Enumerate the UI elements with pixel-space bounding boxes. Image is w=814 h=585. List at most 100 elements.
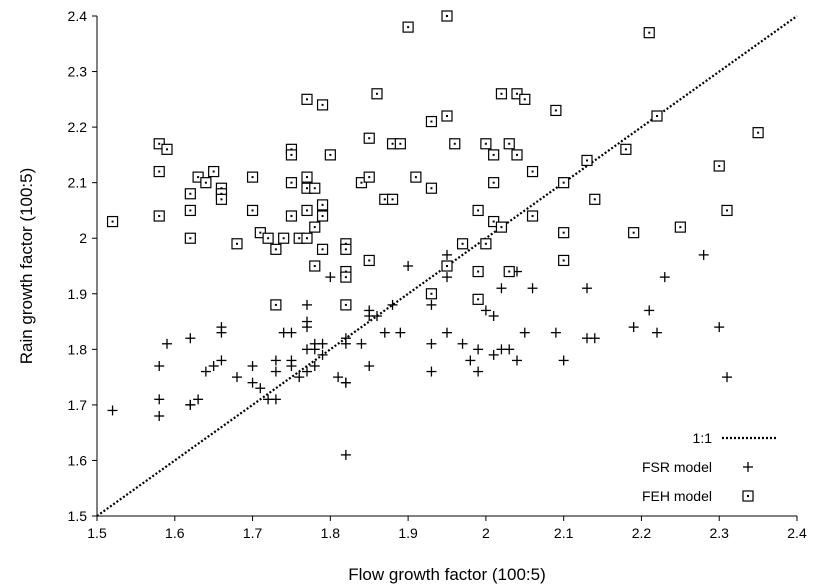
fsr-point [372,311,382,321]
feh-point [441,110,453,122]
plot-axes [96,16,797,517]
y-tick-label: 1.9 [68,286,88,302]
fsr-point [558,355,569,366]
feh-point [526,165,539,178]
fsr-point [208,361,219,371]
fsr-point [154,394,165,405]
feh-point [410,171,422,183]
feh-point [208,165,220,178]
feh-point [589,193,601,205]
fsr-point [480,305,491,316]
feh-point [643,27,655,39]
fsr-point [426,366,437,377]
fsr-point [340,338,351,349]
feh-point [153,165,165,178]
feh-point [394,138,406,150]
x-tick-label: 1.9 [398,525,418,541]
x-axis-title: Flow growth factor (100:5) [348,565,545,584]
fsr-point [644,305,655,316]
feh-point [713,160,725,172]
feh-point [472,265,484,278]
legend: 1:1 FSR model FEH model [642,430,776,504]
fsr-point [652,327,662,338]
fsr-point [302,366,312,377]
feh-point [301,204,313,217]
feh-point [309,221,321,233]
fsr-point [247,377,258,388]
feh-point [511,149,523,161]
legend-symbol-feh [742,490,754,502]
feh-point [628,227,640,239]
feh-point [519,93,531,105]
x-tick-label: 2.3 [709,525,729,541]
feh-point [503,265,515,278]
fsr-point [333,372,344,383]
fsr-point [714,322,725,333]
feh-point [488,149,500,161]
fsr-point [364,361,375,371]
fsr-point [403,261,414,271]
fsr-point [309,344,320,355]
y-tick-label: 1.7 [68,397,88,413]
fsr-point [232,372,242,383]
feh-point [363,171,375,183]
feh-point [285,149,298,161]
feh-point [340,243,352,255]
fsr-point [527,283,538,294]
feh-point [651,110,663,122]
feh-point [558,177,570,189]
fsr-point [442,327,452,338]
fsr-point [340,377,351,388]
fsr-point [442,272,452,283]
fsr-point [247,361,258,371]
feh-point [184,204,196,217]
fsr-series [107,249,732,460]
feh-point [309,260,321,272]
fsr-point [387,299,398,310]
fsr-point [270,355,281,366]
feh-point [480,138,492,150]
feh-point [316,99,329,111]
feh-point [340,271,352,283]
feh-point [721,204,733,217]
x-tick-label: 1.8 [321,525,341,541]
feh-point [316,199,329,211]
feh-point [246,171,259,183]
feh-point [495,221,508,233]
feh-point [285,210,298,222]
feh-point [161,143,173,155]
fsr-point [107,405,118,416]
fsr-point [270,366,281,377]
feh-point [324,149,336,161]
fsr-point [457,338,468,349]
feh-series [106,10,764,311]
feh-point [246,204,259,217]
fsr-point [286,327,297,338]
fsr-point [255,383,266,394]
feh-point [425,182,438,194]
x-tick-label: 1.5 [87,525,107,541]
feh-point [480,238,492,250]
feh-point [371,88,383,100]
feh-point [441,10,453,22]
fsr-point [589,333,600,344]
fsr-point [659,272,670,283]
fsr-point [473,366,484,377]
feh-point [488,177,500,189]
feh-point [184,188,196,200]
fsr-point [154,411,165,421]
feh-point [200,177,212,189]
feh-point [425,288,438,300]
fsr-point [317,338,328,349]
y-ticks: 1.5 1.6 1.7 1.8 1.9 2 2.1 2.2 2.3 2.4 [68,8,97,524]
fsr-point [628,322,639,333]
x-tick-label: 2.1 [554,525,574,541]
one-to-one-line [96,15,798,517]
fsr-point [550,327,561,338]
y-tick-label: 1.6 [68,452,88,468]
fsr-point [426,338,437,349]
feh-point [456,238,469,250]
fsr-point [302,322,312,333]
y-tick-label: 1.8 [68,341,88,357]
legend-label-feh: FEH model [642,488,712,504]
